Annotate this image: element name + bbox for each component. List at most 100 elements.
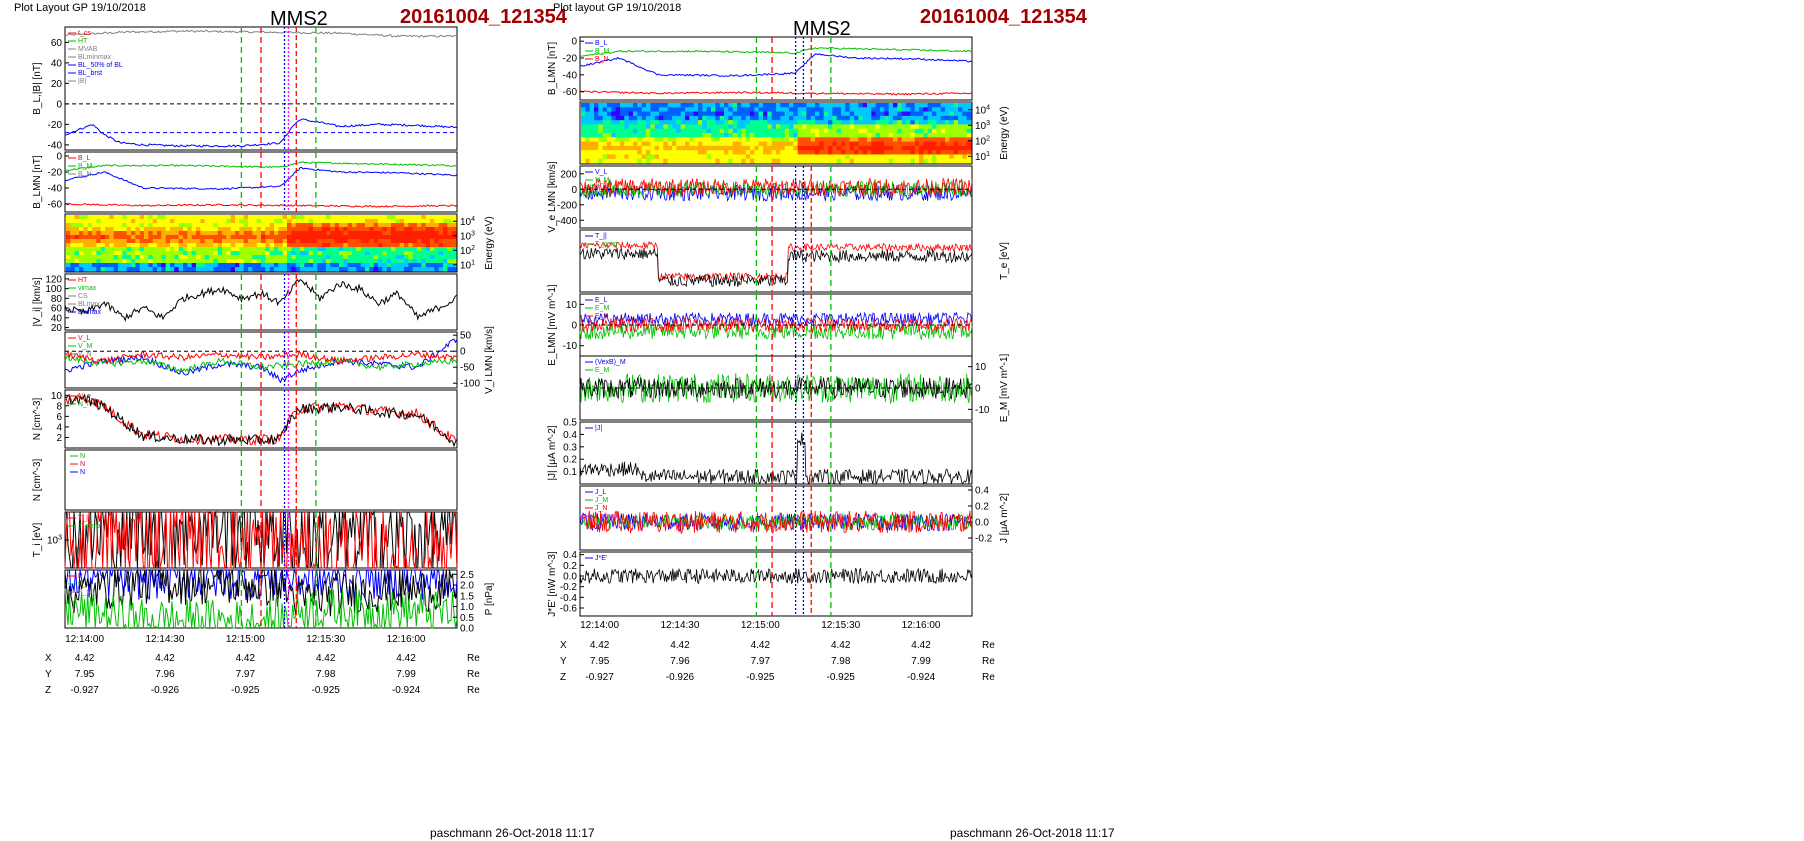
right-panel-2-cell bbox=[611, 133, 617, 138]
right-panel-2-cell bbox=[594, 124, 599, 130]
left-panel-3-cell bbox=[395, 247, 401, 252]
left-panel-3-cell bbox=[373, 227, 379, 232]
right-panel-2-cell bbox=[685, 154, 690, 160]
left-panel-3-cell bbox=[287, 255, 292, 260]
right-panel-2-cell bbox=[810, 150, 816, 155]
left-panel-3-cell bbox=[369, 247, 375, 252]
left-panel-3-cell bbox=[226, 223, 232, 228]
left-panel-3-cell bbox=[79, 247, 84, 252]
right-panel-2-cell bbox=[763, 150, 768, 155]
left-panel-3-cell bbox=[438, 259, 444, 264]
left-panel-3-cell bbox=[404, 251, 409, 256]
right-panel-3-ytick-label-1: 0 bbox=[571, 185, 577, 196]
left-panel-3-cell bbox=[213, 259, 219, 264]
right-panel-2-cell bbox=[702, 145, 708, 151]
left-panel-3-cell bbox=[430, 215, 435, 220]
right-panel-2-cell bbox=[910, 154, 916, 160]
right-panel-2-cell bbox=[620, 107, 625, 113]
right-panel-2-cell bbox=[767, 154, 773, 160]
right-panel-2-cell bbox=[771, 158, 777, 164]
left-panel-3-cell bbox=[252, 227, 258, 232]
right-panel-2-cell bbox=[754, 128, 760, 134]
right-panel-2-cell bbox=[841, 133, 846, 138]
left-panel-2-legend-label-1: B_M bbox=[78, 163, 93, 170]
left-panel-3-cell bbox=[356, 231, 362, 236]
left-panel-3-cell bbox=[451, 215, 457, 220]
right-panel-2-cell bbox=[849, 145, 855, 151]
right-panel-2-cell bbox=[828, 120, 833, 125]
left-panel-3-cell bbox=[369, 235, 375, 240]
left-panel-3-cell bbox=[209, 251, 214, 256]
right-panel-2-cell bbox=[611, 154, 617, 160]
left-panel-4-ytick-label-5: 20 bbox=[51, 323, 63, 334]
left-panel-3-cell bbox=[399, 243, 405, 248]
right-panel-2-cell bbox=[745, 103, 751, 108]
left-panel-3-cell bbox=[248, 267, 253, 272]
left-panel-3-cell bbox=[347, 231, 353, 236]
left-panel-3-cell bbox=[126, 227, 132, 232]
left-panel-3-cell bbox=[191, 251, 197, 256]
right-panel-1-ylabel: B_LMN [nT] bbox=[547, 42, 558, 96]
left-panel-3-cell bbox=[365, 231, 370, 236]
left-panel-3-cell bbox=[386, 215, 392, 220]
left-panel-3-cell bbox=[92, 251, 97, 256]
right-panel-2-cell bbox=[654, 137, 660, 143]
right-panel-2-cell bbox=[888, 124, 894, 130]
right-panel-2-cell bbox=[698, 137, 703, 143]
right-panel-2-cell bbox=[633, 150, 638, 155]
right-panel-2-cell bbox=[659, 115, 664, 121]
left-panel-3-cell bbox=[113, 259, 119, 264]
right-panel-2-cell bbox=[867, 124, 872, 130]
left-panel-3-cell bbox=[243, 251, 249, 256]
left-panel-3-cell bbox=[417, 247, 422, 252]
left-panel-3-cell bbox=[66, 243, 71, 248]
right-panel-2-cell bbox=[845, 128, 851, 134]
left-panel-3-cell bbox=[230, 239, 236, 244]
right-panel-2-cell bbox=[689, 120, 695, 125]
left-panel-3-cell bbox=[235, 243, 240, 248]
left-panel-3-cell bbox=[144, 251, 149, 256]
right-panel-2-cell bbox=[953, 124, 959, 130]
right-panel-2-cell bbox=[793, 154, 799, 160]
left-panel-3-cell bbox=[213, 255, 219, 260]
right-panel-2-cell bbox=[841, 128, 846, 134]
left-panel-3-cell bbox=[74, 267, 80, 272]
left-panel-3-cell bbox=[157, 227, 162, 232]
right-panel-2-cell bbox=[858, 107, 864, 113]
right-panel-2-cell bbox=[901, 158, 907, 164]
right-panel-2-cell bbox=[784, 124, 790, 130]
left-panel-3-cell bbox=[131, 243, 136, 248]
right-panel-2-cell bbox=[594, 137, 599, 143]
left-panel-3-cell bbox=[92, 263, 97, 268]
left-panel-3-cell bbox=[421, 259, 427, 264]
right-panel-2-cell bbox=[758, 137, 764, 143]
left-panel-3-cell bbox=[70, 223, 76, 228]
right-panel-2-cell bbox=[810, 120, 816, 125]
right-panel-2-cell bbox=[763, 103, 768, 108]
right-panel-2-cell bbox=[888, 107, 894, 113]
left-panel-3-cell bbox=[395, 223, 401, 228]
right-panel-2-cell bbox=[810, 124, 816, 130]
right-panel-2-cell bbox=[919, 128, 924, 134]
left-panel-3-cell bbox=[391, 239, 396, 244]
left-panel-1-ytick-label-4: -20 bbox=[48, 120, 63, 131]
right-panel-2-cell bbox=[927, 154, 933, 160]
left-panel-3-cell bbox=[382, 219, 388, 224]
left-panel-3-cell bbox=[222, 251, 227, 256]
right-panel-2-cell bbox=[589, 158, 595, 164]
right-panel-2-cell bbox=[832, 137, 838, 143]
right-panel-2-cell bbox=[737, 124, 742, 130]
left-panel-3-cell bbox=[92, 227, 97, 232]
left-panel-3-cell bbox=[443, 247, 448, 252]
right-panel-2-cell bbox=[724, 103, 729, 108]
left-panel-3-cell bbox=[451, 259, 457, 264]
left-panel-3-cell bbox=[378, 259, 383, 264]
left-panel-3-cell bbox=[369, 219, 375, 224]
right-panel-2-cell bbox=[702, 137, 708, 143]
left-panel-3-cell bbox=[300, 267, 305, 272]
left-panel-3-cell bbox=[217, 267, 223, 272]
left-panel-3-cell bbox=[191, 231, 197, 236]
left-panel-3-cell bbox=[74, 255, 80, 260]
right-panel-2-cell bbox=[914, 111, 920, 117]
right-ephem-unit-0: Re bbox=[982, 640, 995, 651]
